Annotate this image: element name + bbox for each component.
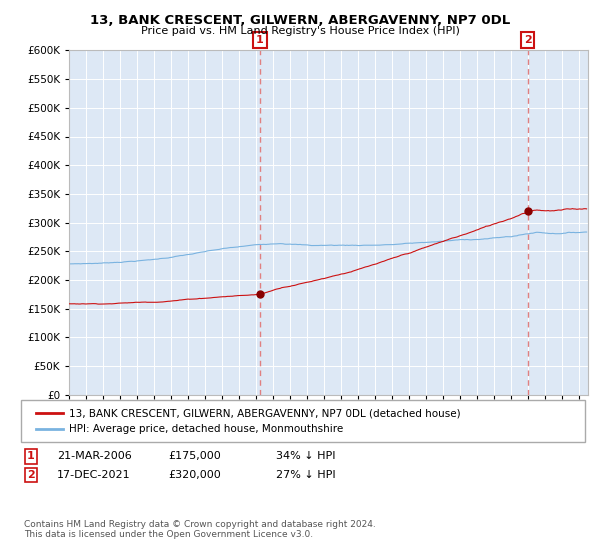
Text: 13, BANK CRESCENT, GILWERN, ABERGAVENNY, NP7 0DL: 13, BANK CRESCENT, GILWERN, ABERGAVENNY,…: [90, 14, 510, 27]
Text: 1: 1: [256, 35, 264, 45]
Text: Contains HM Land Registry data © Crown copyright and database right 2024.
This d: Contains HM Land Registry data © Crown c…: [24, 520, 376, 539]
Text: 34% ↓ HPI: 34% ↓ HPI: [276, 451, 335, 461]
Text: Price paid vs. HM Land Registry's House Price Index (HPI): Price paid vs. HM Land Registry's House …: [140, 26, 460, 36]
Text: 27% ↓ HPI: 27% ↓ HPI: [276, 470, 335, 480]
Text: £175,000: £175,000: [168, 451, 221, 461]
Text: 2: 2: [27, 470, 35, 480]
Text: 1: 1: [27, 451, 35, 461]
Text: 13, BANK CRESCENT, GILWERN, ABERGAVENNY, NP7 0DL (detached house): 13, BANK CRESCENT, GILWERN, ABERGAVENNY,…: [69, 408, 461, 418]
Text: 2: 2: [524, 35, 532, 45]
Text: HPI: Average price, detached house, Monmouthshire: HPI: Average price, detached house, Monm…: [69, 424, 343, 435]
Text: £320,000: £320,000: [168, 470, 221, 480]
Text: 21-MAR-2006: 21-MAR-2006: [57, 451, 132, 461]
Text: 17-DEC-2021: 17-DEC-2021: [57, 470, 131, 480]
